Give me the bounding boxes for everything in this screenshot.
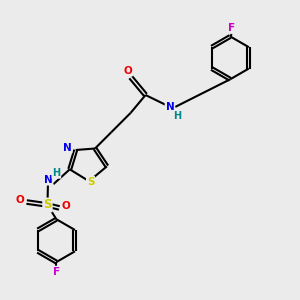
Text: N: N — [166, 103, 174, 112]
Text: F: F — [228, 22, 235, 32]
Text: O: O — [123, 66, 132, 76]
Text: H: H — [174, 111, 182, 121]
Text: N: N — [44, 175, 52, 185]
Text: F: F — [53, 267, 60, 277]
Text: S: S — [43, 199, 52, 212]
Text: N: N — [63, 142, 72, 153]
Text: S: S — [87, 177, 94, 187]
Text: H: H — [52, 168, 60, 178]
Text: O: O — [16, 195, 25, 205]
Text: O: O — [61, 201, 70, 211]
